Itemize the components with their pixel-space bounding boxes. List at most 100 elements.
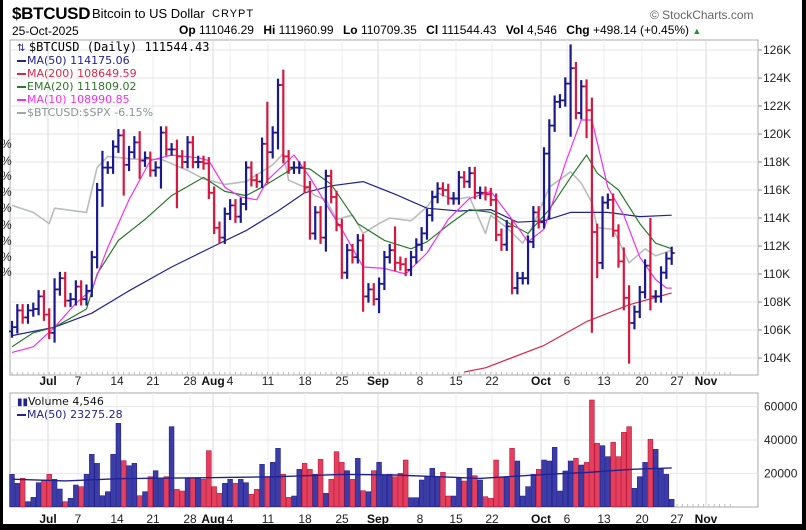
close-label: Cl [426, 23, 439, 37]
volume-bar [94, 463, 100, 508]
volume-bar [57, 488, 63, 507]
volume-legend: ▮▮Volume 4,546 MA(50) 23275.28 [17, 395, 123, 421]
open-label: Op [179, 23, 196, 37]
volume-y-tick-label: 60000 [764, 400, 798, 414]
volume-bar [551, 447, 558, 507]
volume-bar [275, 448, 281, 508]
volume-bar [317, 459, 324, 508]
ma50-line [11, 181, 672, 337]
volume-bar [99, 495, 106, 508]
volume-bar [658, 468, 664, 507]
volume-bar [573, 458, 579, 507]
volume-bar [456, 477, 462, 508]
volume-bar [259, 464, 265, 507]
relative-axis-label: % [3, 137, 12, 151]
volume-bar [434, 476, 441, 508]
copyright-link[interactable]: © StockCharts.com [650, 8, 754, 22]
volume-bar [115, 423, 122, 508]
legend-ma50: MA(50) 114175.06 [17, 54, 210, 67]
x-tick-label: 25 [335, 512, 349, 524]
x-tick-label: Nov [695, 512, 718, 524]
x-tick-label: 21 [146, 374, 160, 388]
volume-bar [131, 463, 138, 508]
legend-volume-ma50: MA(50) 23275.28 [17, 408, 123, 421]
relative-axis-label: % [3, 250, 12, 264]
volume-bar [238, 479, 244, 508]
high-value: 111960.99 [278, 23, 334, 37]
volume-bar [583, 462, 590, 507]
volume-bar [30, 497, 36, 508]
volume-bar [525, 486, 531, 508]
volume-bar [51, 479, 58, 508]
volume-bar [562, 470, 568, 508]
volume-bar [216, 493, 223, 508]
volume-bar [668, 499, 675, 508]
relative-axis-label: % [3, 201, 12, 215]
volume-bar [301, 463, 308, 508]
volume-bar [376, 462, 382, 507]
volume-bar [392, 476, 398, 508]
volume-bar [504, 477, 510, 508]
volume-bar [557, 490, 563, 508]
volume-bar [360, 490, 366, 508]
legend-ma50-label: MA(50) 114175.06 [27, 54, 130, 67]
volume-bar [222, 483, 228, 507]
volume-bar [530, 474, 537, 508]
volume-bar [567, 460, 574, 508]
price-bar [668, 246, 675, 265]
x-tick-label: Jul [39, 512, 56, 524]
volume-bar [19, 478, 26, 507]
volume-bar [642, 462, 648, 507]
volume-bar [344, 470, 350, 508]
x-tick-label: 15 [449, 374, 463, 388]
low-value: 110709.35 [360, 23, 417, 37]
x-tick-label: 14 [110, 374, 124, 388]
x-tick-label: 8 [417, 374, 424, 388]
x-tick-label: 6 [564, 374, 571, 388]
volume-bar [466, 468, 473, 508]
x-tick-label: 28 [183, 374, 197, 388]
x-tick-label: 7 [75, 512, 82, 524]
legend-relative-spx-label: $BTCUSD:$SPX -6.15% [27, 106, 154, 119]
volume-bar [328, 479, 334, 508]
volume-bar [589, 399, 595, 507]
volume-bar [413, 497, 420, 508]
volume-bar [333, 451, 340, 507]
low-label: Lo [342, 23, 358, 37]
volume-bars-icon: ▮▮ [17, 397, 29, 408]
x-tick-label: 18 [298, 374, 312, 388]
ema20-line [11, 154, 672, 348]
volume-bar [365, 491, 372, 507]
volume-bar [323, 493, 329, 508]
volume-bar [46, 474, 52, 508]
volume-ma50-line [11, 467, 672, 482]
x-tick-label: 13 [597, 374, 611, 388]
x-tick-label: 11 [262, 512, 275, 524]
relative-axis-label: % [3, 218, 12, 232]
x-tick-label: 6 [564, 512, 571, 524]
volume-bar [610, 442, 616, 507]
volume-bar [184, 477, 191, 508]
relative-axis-label: % [3, 234, 12, 248]
x-tick-label: Aug [201, 374, 224, 388]
x-tick-label: 8 [417, 512, 424, 524]
y-tick-label: 126K [763, 43, 791, 57]
y-tick-label: 108K [763, 295, 791, 309]
volume-bar [349, 479, 356, 508]
volume-bar [424, 476, 430, 508]
volume-bar [535, 469, 542, 507]
legend-ma10: MA(10) 108990.85 [17, 93, 210, 106]
volume-bar [307, 469, 313, 507]
volume-bar [25, 501, 31, 508]
volume-bar [381, 474, 388, 508]
volume-bar [248, 494, 255, 507]
x-tick-label: 22 [485, 512, 499, 524]
volume-y-tick-label: 20000 [764, 466, 798, 480]
y-tick-label: 116K [763, 183, 790, 197]
x-tick-label: 7 [75, 374, 82, 388]
high-label: Hi [263, 23, 276, 37]
volume-bar [126, 465, 132, 508]
legend-ma200: MA(200) 108649.59 [17, 67, 210, 80]
volume-bar [168, 426, 175, 507]
relative-axis-label: % [3, 169, 12, 183]
